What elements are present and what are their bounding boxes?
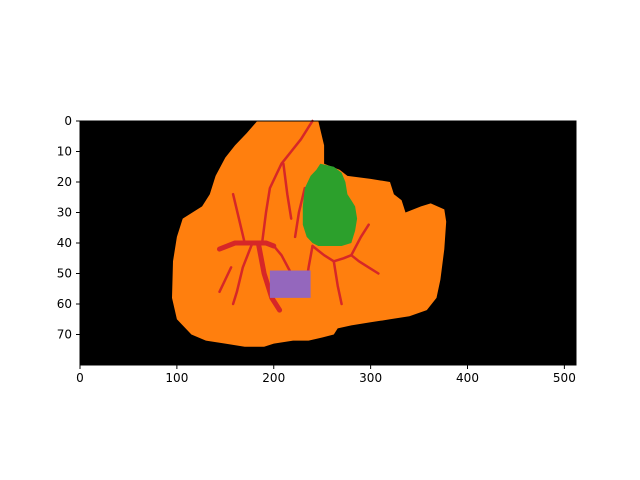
x-axis: 0 100 200 300 400 500 — [76, 365, 576, 385]
tumor-region — [302, 163, 358, 246]
x-tick-label: 200 — [262, 371, 285, 385]
vessel-branch — [311, 244, 380, 275]
y-tick-label: 50 — [57, 267, 72, 281]
x-tick-label: 500 — [553, 371, 576, 385]
vessel-branch — [255, 240, 283, 313]
x-tick-label: 400 — [456, 371, 479, 385]
y-tick-label: 70 — [57, 328, 72, 342]
y-tick-label: 30 — [57, 206, 72, 220]
vessel-branch — [231, 241, 254, 306]
vessel-branch — [218, 266, 233, 294]
x-tick-label: 100 — [165, 371, 188, 385]
vessel-branch — [293, 186, 307, 239]
vessel-branch — [231, 192, 246, 245]
vessel-branch — [350, 223, 370, 257]
y-axis: 0 10 20 30 40 50 60 70 — [57, 114, 80, 342]
y-tick-label: 40 — [57, 236, 72, 250]
y-tick-label: 20 — [57, 175, 72, 189]
y-tick-label: 60 — [57, 297, 72, 311]
vessel-branch — [332, 260, 343, 306]
y-tick-label: 0 — [64, 114, 72, 128]
x-tick-label: 0 — [76, 371, 84, 385]
segmentation-marks — [172, 119, 447, 347]
vessel-branch — [282, 162, 293, 220]
lesion-region — [269, 270, 311, 298]
plot-area — [79, 119, 577, 366]
x-tick-label: 300 — [359, 371, 382, 385]
y-tick-label: 10 — [57, 145, 72, 159]
vessel-branch — [260, 119, 314, 245]
